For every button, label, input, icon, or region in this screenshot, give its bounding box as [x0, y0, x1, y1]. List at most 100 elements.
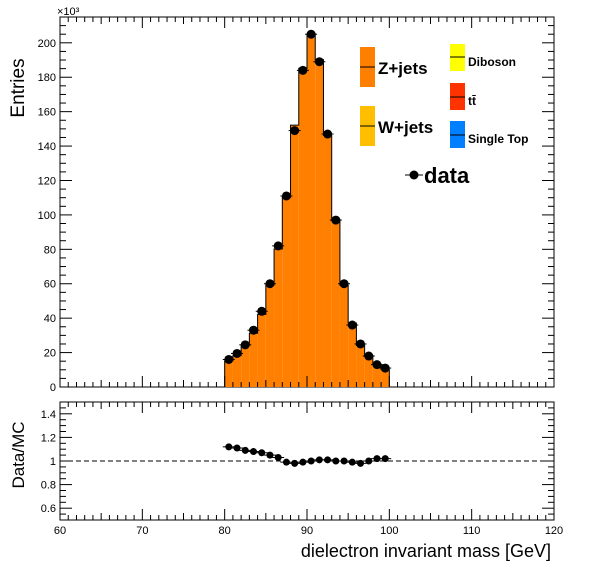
ratio-point-1 — [233, 444, 241, 452]
data-point-0 — [224, 354, 234, 364]
main-y-tick-label-160: 160 — [38, 107, 56, 119]
main-y-tick-label-120: 120 — [38, 175, 56, 187]
legend-label-data: data — [424, 163, 470, 188]
bar-z-jets-6 — [274, 249, 283, 387]
main-y-tick-label-0: 0 — [50, 382, 56, 394]
ratio-point-2 — [241, 446, 249, 454]
data-point-4 — [257, 306, 267, 316]
ratio-y-ticks: 0.6 0.8 1 1.2 1.4 — [41, 401, 554, 521]
bar-z-jets-14 — [339, 285, 349, 387]
ratio-point-8 — [291, 459, 299, 467]
main-y-tick-label-80: 80 — [44, 244, 56, 256]
ratio-point-13 — [332, 457, 340, 465]
data-point-2 — [240, 340, 250, 350]
data-point-6 — [273, 241, 283, 251]
main-y-tick-label-100: 100 — [38, 210, 56, 222]
x-tick-label-120: 120 — [545, 525, 563, 537]
data-point-1 — [232, 348, 242, 358]
ratio-point-6 — [274, 453, 282, 461]
ratio-y-tick-label-1.2: 1.2 — [41, 432, 56, 444]
histogram-outline — [224, 33, 390, 387]
ratio-point-4 — [258, 449, 266, 457]
ratio-point-3 — [249, 448, 257, 456]
data-point-7 — [281, 191, 291, 201]
bar-z-jets-8 — [290, 125, 299, 387]
data-point-17 — [364, 351, 374, 361]
ratio-point-11 — [315, 456, 323, 464]
data-points — [222, 29, 392, 373]
ratio-point-12 — [324, 456, 332, 464]
main-y-tick-label-40: 40 — [44, 313, 56, 325]
bar-z-jets-15 — [348, 323, 357, 387]
ratio-x-ticks: 60 70 80 90 100 110 120 — [54, 402, 563, 537]
ratio-point-9 — [299, 458, 307, 466]
ratio-points — [222, 443, 392, 467]
x-tick-label-60: 60 — [54, 525, 66, 537]
ratio-point-0 — [225, 443, 233, 451]
main-y-tick-label-140: 140 — [38, 141, 56, 153]
bar-z-jets-13 — [331, 220, 340, 387]
bar-z-jets-4 — [257, 314, 266, 387]
y-axis-title-entries: Entries — [8, 58, 29, 117]
ratio-y-tick-label-0.8: 0.8 — [41, 480, 56, 492]
main-y-tick-label-180: 180 — [38, 72, 56, 84]
y-axis-multiplier: ×10³ — [57, 6, 80, 18]
x-tick-label-80: 80 — [219, 525, 231, 537]
data-point-14 — [339, 279, 349, 289]
x-tick-label-90: 90 — [301, 525, 313, 537]
legend-label-diboson: Diboson — [468, 55, 516, 69]
legend-label-wjets: W+jets — [378, 118, 433, 137]
bar-z-jets-2 — [241, 345, 250, 387]
bar-z-jets-17 — [364, 356, 373, 387]
legend-label-single-top: Single Top — [468, 132, 528, 146]
ratio-point-18 — [373, 455, 381, 463]
ratio-point-7 — [282, 458, 290, 466]
bar-z-jets-0 — [224, 361, 233, 387]
ratio-point-17 — [365, 457, 373, 465]
legend-label-zjets: Z+jets — [378, 59, 428, 78]
data-point-12 — [323, 129, 333, 139]
data-point-10 — [306, 29, 316, 39]
ratio-panel: 60 70 80 90 100 110 120 0.60.811.21.4 Data/MC … — [9, 401, 563, 561]
data-point-8 — [290, 126, 300, 136]
x-tick-label-70: 70 — [136, 525, 148, 537]
main-panel: 0 20 40 60 80 100 120 140 160 180 200 ×10³ Entries — [8, 6, 555, 394]
data-point-13 — [331, 215, 341, 225]
x-tick-label-110: 110 — [463, 525, 481, 537]
main-y-ticks: 0 20 40 60 80 100 120 140 160 180 200 — [38, 16, 554, 394]
legend-item-diboson: Diboson — [450, 44, 516, 71]
main-y-tick-label-20: 20 — [44, 348, 56, 360]
legend-item-zjets: Z+jets — [360, 47, 428, 87]
bar-z-jets-12 — [323, 135, 332, 387]
ratio-y-tick-label-1: 1 — [50, 456, 56, 468]
data-point-19 — [380, 363, 390, 373]
x-axis-title: dielectron invariant mass [GeV] — [301, 541, 551, 561]
data-point-16 — [356, 339, 366, 349]
bar-z-jets-19 — [381, 369, 390, 387]
ratio-y-tick-label-0.6: 0.6 — [41, 503, 56, 515]
bar-z-jets-1 — [232, 356, 242, 387]
data-point-9 — [298, 65, 308, 75]
main-y-tick-label-200: 200 — [38, 38, 56, 50]
legend: Z+jets W+jets Diboson tt̄ Single Top dat… — [360, 44, 528, 188]
y-axis-title-ratio: Data/MC — [9, 421, 28, 488]
main-x-ticks — [59, 17, 555, 387]
data-point-18 — [372, 360, 382, 370]
ratio-point-14 — [340, 457, 348, 465]
bar-z-jets-16 — [356, 345, 365, 387]
bar-z-jets-11 — [315, 60, 324, 387]
legend-item-wjets: W+jets — [360, 106, 433, 146]
bar-z-jets-3 — [249, 333, 258, 387]
bar-z-jets-7 — [282, 197, 291, 387]
ratio-y-tick-label-1.4: 1.4 — [41, 409, 56, 421]
bar-z-jets-18 — [372, 364, 382, 387]
ratio-point-10 — [307, 457, 315, 465]
bar-z-jets-9 — [298, 68, 307, 388]
legend-marker-data — [409, 170, 419, 180]
ratio-point-16 — [357, 459, 365, 467]
ratio-point-5 — [266, 451, 274, 459]
legend-label-ttbar: tt̄ — [468, 94, 476, 108]
ratio-point-15 — [348, 458, 356, 466]
bar-z-jets-5 — [265, 285, 275, 387]
